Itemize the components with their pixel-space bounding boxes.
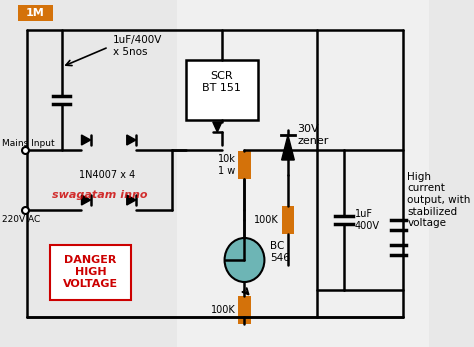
Bar [177, 0, 429, 347]
Text: 1N4007 x 4: 1N4007 x 4 [79, 170, 135, 180]
Text: BC
546: BC 546 [270, 241, 290, 263]
Polygon shape [127, 135, 136, 145]
Polygon shape [82, 195, 91, 205]
Bar [282, 206, 294, 234]
Text: swagatam inno: swagatam inno [52, 190, 147, 200]
Text: DANGER
HIGH
VOLTAGE: DANGER HIGH VOLTAGE [63, 255, 118, 289]
Polygon shape [82, 135, 91, 145]
Polygon shape [213, 122, 222, 132]
Text: 220V AC: 220V AC [2, 215, 40, 224]
Text: 1uF
400V: 1uF 400V [355, 209, 380, 231]
Bar [18, 5, 53, 21]
Bar [186, 60, 258, 120]
Polygon shape [127, 195, 136, 205]
Text: High
current
output, with
stabilized
voltage: High current output, with stabilized vol… [408, 172, 471, 228]
Circle shape [225, 238, 264, 282]
Text: 1uF/400V
x 5nos: 1uF/400V x 5nos [113, 35, 163, 57]
Bar [50, 245, 131, 300]
Bar [238, 296, 251, 324]
Text: 100K: 100K [254, 215, 279, 225]
Text: 100K: 100K [210, 305, 236, 315]
Bar [238, 151, 251, 179]
Text: SCR
BT 151: SCR BT 151 [202, 71, 241, 93]
Polygon shape [282, 135, 294, 160]
Text: 10k
1 w: 10k 1 w [218, 154, 236, 176]
Text: 1M: 1M [26, 8, 45, 18]
Text: 30V
zener: 30V zener [297, 124, 328, 146]
Text: Mains Input: Mains Input [2, 139, 55, 148]
